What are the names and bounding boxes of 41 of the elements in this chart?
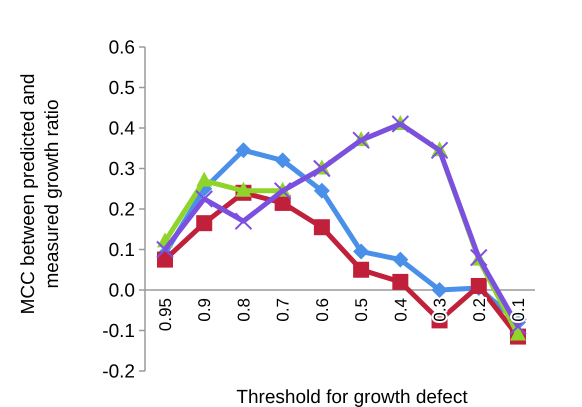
x-tick-label: 0.8 bbox=[234, 298, 254, 322]
point bbox=[510, 326, 526, 341]
point bbox=[196, 215, 212, 232]
y-tick-label: 0.2 bbox=[108, 200, 135, 221]
point bbox=[196, 172, 212, 187]
point bbox=[156, 240, 174, 258]
x-tick-label: 0.5 bbox=[352, 298, 372, 322]
y-tick-label: 0.4 bbox=[108, 118, 136, 140]
y-tick-label: 0.3 bbox=[108, 159, 135, 180]
point bbox=[312, 160, 331, 178]
point bbox=[391, 114, 410, 133]
point bbox=[234, 212, 252, 230]
point bbox=[430, 141, 449, 160]
y-tick-label: 0.0 bbox=[108, 280, 135, 302]
x-tick-label: 0.4 bbox=[391, 298, 410, 322]
x-tick-label: 0.1 bbox=[509, 298, 528, 322]
y-tick-label: -0.1 bbox=[102, 321, 135, 342]
y-axis-title: MCC between predicted and measured growth ratio bbox=[18, 74, 63, 314]
x-tick-label: 0.9 bbox=[195, 298, 214, 322]
point bbox=[235, 182, 252, 197]
y-tick-label: -0.2 bbox=[102, 362, 135, 383]
x-tick-label: 0.6 bbox=[312, 298, 332, 322]
point bbox=[353, 262, 370, 278]
x-tick-label: 0.95 bbox=[156, 298, 175, 332]
x-tick-label: 0.2 bbox=[470, 298, 489, 322]
point bbox=[314, 219, 330, 236]
y-tick-label: 0.6 bbox=[108, 38, 135, 59]
point bbox=[392, 274, 408, 290]
point bbox=[392, 252, 408, 268]
point bbox=[235, 142, 252, 158]
x-axis-title: Threshold for growth defect bbox=[236, 387, 468, 407]
point bbox=[353, 244, 370, 260]
x-tick-label: 0.3 bbox=[430, 298, 450, 322]
point bbox=[352, 131, 370, 150]
y-tick-label: 0.5 bbox=[108, 78, 135, 100]
x-tick-label: 0.7 bbox=[274, 298, 293, 322]
point bbox=[274, 152, 291, 168]
point bbox=[195, 190, 214, 208]
point bbox=[314, 182, 330, 199]
y-tick-label: 0.1 bbox=[108, 240, 135, 262]
point bbox=[274, 182, 292, 200]
